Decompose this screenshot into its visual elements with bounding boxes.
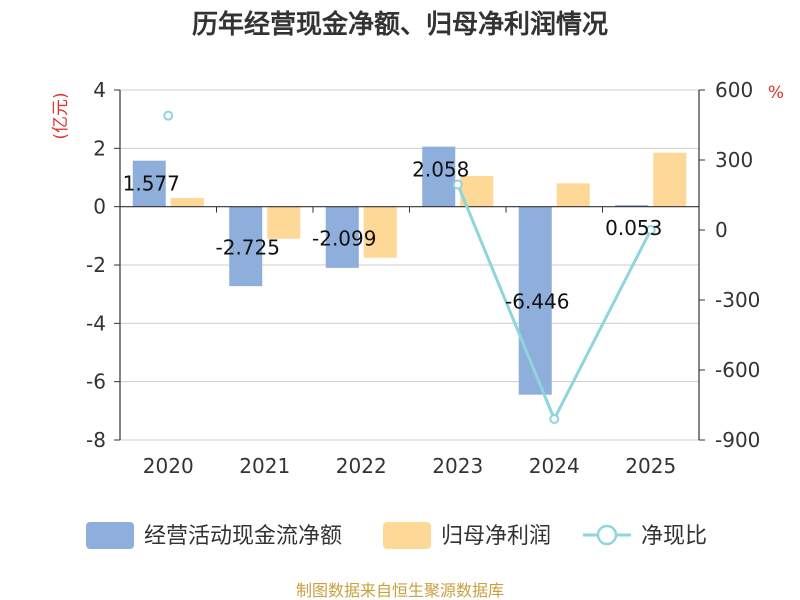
ratio-point-2023[interactable]: [452, 179, 463, 190]
bar-profit-2022[interactable]: [363, 206, 397, 258]
bars: [132, 146, 687, 395]
source-note: 制图数据来自恒生聚源数据库: [296, 581, 504, 600]
legend-label-ratio[interactable]: 净现比: [641, 524, 707, 549]
axes: 4 2 0 -2 -4 -6 -8 600 300 0 -300 -600 -900 2020 2021 20…: [86, 78, 760, 478]
right-tick-label: -900: [715, 428, 760, 452]
x-tick-label: 2021: [239, 454, 290, 478]
bar-cashflow-2022[interactable]: [325, 206, 359, 268]
x-tick-label: 2022: [336, 454, 387, 478]
bar-profit-2024[interactable]: [556, 183, 590, 207]
bar-profit-2021[interactable]: [267, 206, 301, 239]
legend-marker-ratio[interactable]: [596, 524, 618, 546]
left-tick-label: -6: [86, 370, 106, 394]
legend-label-profit[interactable]: 归母净利润: [441, 524, 551, 549]
x-tick-label: 2024: [529, 454, 580, 478]
bar-cashflow-2021[interactable]: [229, 206, 263, 287]
bar-cashflow-2024[interactable]: [518, 206, 552, 395]
right-axis-unit: %: [768, 83, 784, 103]
bar-cashflow-2025[interactable]: [615, 205, 649, 207]
legend-swatch-cashflow[interactable]: [86, 522, 134, 549]
ratio-line: [163, 110, 656, 424]
data-label-cashflow-2022: -2.099: [312, 226, 376, 250]
right-tick-label: -300: [715, 288, 760, 312]
data-label-cashflow-2021: -2.725: [216, 235, 280, 259]
ratio-point-2020[interactable]: [163, 110, 174, 121]
legend: 经营活动现金流净额 归母净利润 净现比: [86, 522, 707, 549]
left-axis-unit: (亿元): [51, 92, 71, 139]
legend-label-cashflow[interactable]: 经营活动现金流净额: [144, 524, 342, 549]
left-tick-label: 4: [93, 78, 106, 102]
x-tick-label: 2023: [432, 454, 483, 478]
x-tick-label: 2020: [143, 454, 194, 478]
bar-profit-2020[interactable]: [170, 197, 204, 207]
data-label-cashflow-2025: 0.053: [605, 216, 662, 240]
data-labels: 1.577 -2.725 -2.099 2.058 -6.446 0.053: [123, 158, 663, 314]
data-label-cashflow-2023: 2.058: [412, 158, 469, 182]
data-label-cashflow-2024: -6.446: [505, 290, 569, 314]
right-tick-label: 300: [715, 148, 753, 172]
ratio-point-2024[interactable]: [549, 414, 560, 424]
legend-swatch-profit[interactable]: [383, 522, 431, 549]
left-tick-label: -8: [86, 428, 106, 452]
right-tick-label: -600: [715, 358, 760, 382]
grid: [120, 89, 699, 441]
right-tick-label: 0: [715, 218, 728, 242]
left-tick-label: -2: [86, 253, 106, 277]
data-label-cashflow-2020: 1.577: [123, 172, 180, 196]
left-tick-label: 0: [93, 195, 106, 219]
left-tick-label: 2: [93, 136, 106, 160]
bar-cashflow-2020[interactable]: [132, 160, 166, 207]
bar-profit-2025[interactable]: [653, 152, 687, 207]
left-tick-label: -4: [86, 311, 106, 335]
bar-cashflow-2023[interactable]: [422, 146, 456, 207]
right-tick-label: 600: [715, 78, 753, 102]
x-tick-label: 2025: [625, 454, 676, 478]
chart-title: 历年经营现金净额、归母净利润情况: [192, 9, 608, 40]
ratio-point-2025[interactable]: [645, 225, 656, 235]
